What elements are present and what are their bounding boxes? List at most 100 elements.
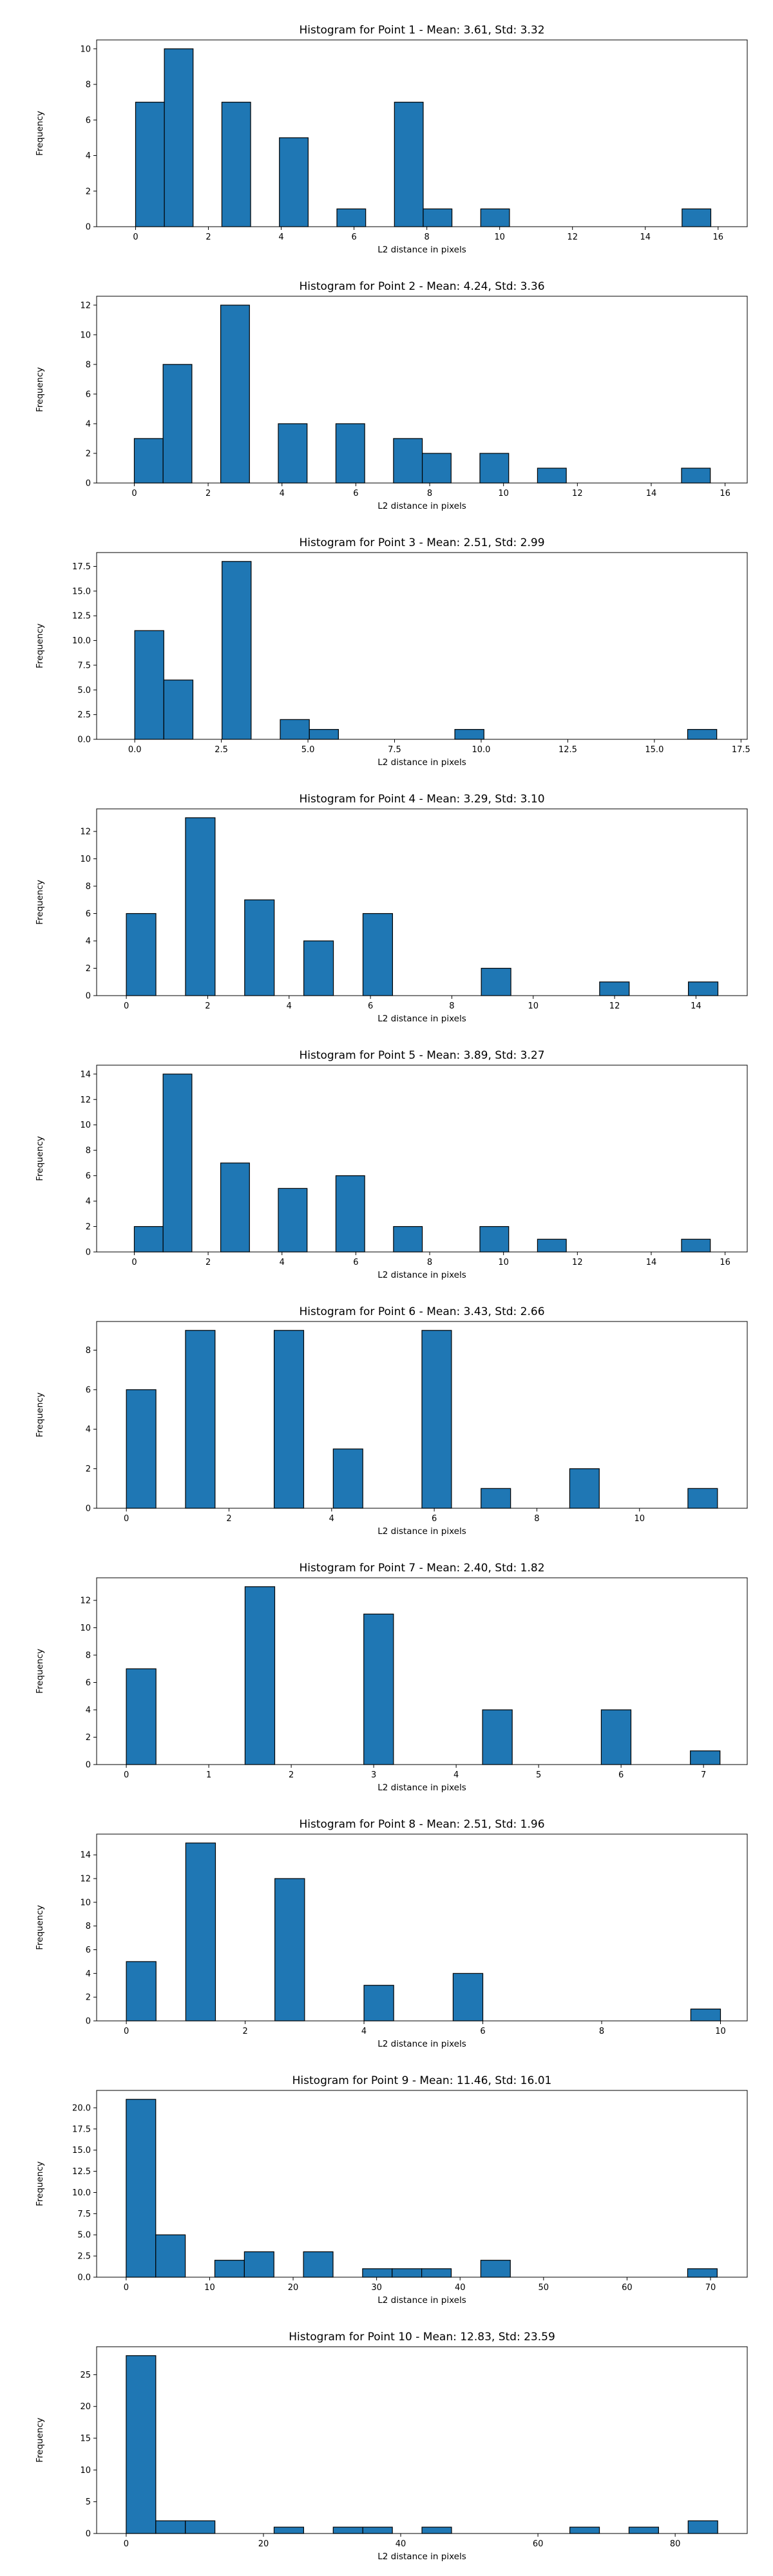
histogram-bar	[479, 1226, 510, 1253]
y-tick-label: 6	[86, 116, 91, 126]
x-tick-label: 14	[640, 232, 651, 242]
y-tick-label: 2	[86, 187, 91, 196]
histogram-bar	[454, 729, 484, 740]
x-tick-label: 0	[131, 489, 137, 498]
histogram-bar	[681, 1238, 711, 1253]
histogram-bar	[393, 1226, 423, 1253]
x-tick-label: 0	[124, 1770, 129, 1780]
x-tick-label: 8	[449, 1001, 454, 1011]
histogram-panel: Histogram for Point 5 - Mean: 3.89, Std:…	[35, 1049, 748, 1280]
histogram-bar	[335, 1175, 365, 1253]
x-tick-label: 0.0	[128, 745, 142, 755]
histogram-bar	[421, 1330, 452, 1509]
y-tick-label: 2	[86, 1733, 91, 1743]
histogram-bar	[133, 1226, 164, 1253]
histogram-bar	[185, 2520, 216, 2534]
x-axis-label: L2 distance in pixels	[377, 1783, 466, 1793]
histogram-bar	[480, 2260, 511, 2278]
y-tick-label: 8	[86, 360, 91, 370]
y-tick-label: 0	[86, 1504, 91, 1514]
y-tick-label: 17.5	[72, 562, 91, 572]
x-axis-label: L2 distance in pixels	[377, 2295, 466, 2306]
y-axis-label: Frequency	[35, 2161, 45, 2206]
histogram-panel: Histogram for Point 6 - Mean: 3.43, Std:…	[35, 1305, 748, 1537]
axes-frame	[96, 1065, 748, 1253]
x-tick-label: 10	[715, 2027, 726, 2036]
x-tick-label: 0	[124, 2539, 129, 2549]
histogram-bar	[690, 1750, 721, 1765]
y-tick-label: 4	[86, 937, 91, 947]
histogram-bar	[162, 364, 193, 484]
y-tick-label: 8	[86, 1146, 91, 1156]
x-tick-label: 50	[539, 2283, 549, 2293]
x-tick-label: 6	[353, 489, 358, 498]
x-tick-label: 0	[124, 2283, 129, 2293]
x-tick-label: 14	[646, 489, 657, 498]
x-tick-label: 4	[329, 1514, 334, 1524]
x-tick-label: 8	[424, 232, 429, 242]
x-tick-label: 10	[204, 2283, 215, 2293]
y-tick-label: 14	[80, 1851, 91, 1861]
y-tick-label: 0	[86, 2530, 91, 2539]
chart-title: Histogram for Point 6 - Mean: 3.43, Std:…	[299, 1305, 544, 1318]
x-tick-label: 2.5	[215, 745, 228, 755]
histogram-bar	[687, 2268, 718, 2278]
x-tick-label: 16	[720, 489, 730, 498]
y-tick-label: 4	[86, 151, 91, 161]
x-tick-label: 12	[567, 232, 578, 242]
histogram-bar	[569, 1468, 600, 1509]
x-tick-label: 6	[432, 1514, 437, 1524]
histogram-bar	[243, 2251, 274, 2278]
histogram-bar	[687, 1488, 718, 1509]
histogram-bar	[569, 2526, 600, 2534]
x-tick-label: 12	[609, 1001, 620, 1011]
x-tick-label: 10	[528, 1001, 539, 1011]
chart-title: Histogram for Point 3 - Mean: 2.51, Std:…	[299, 536, 544, 549]
histogram-bar	[480, 208, 510, 227]
axes-frame	[96, 2090, 748, 2278]
histogram-bar	[687, 729, 718, 740]
histogram-bar	[273, 2526, 304, 2534]
y-tick-label: 20.0	[72, 2103, 91, 2113]
axes-frame	[96, 1577, 748, 1765]
histogram-bar	[423, 208, 453, 227]
histogram-bar	[363, 1985, 394, 2022]
x-tick-label: 2	[205, 232, 211, 242]
histogram-panel: Histogram for Point 2 - Mean: 4.24, Std:…	[35, 280, 748, 511]
y-tick-label: 25	[80, 2371, 91, 2380]
x-axis-label: L2 distance in pixels	[377, 2039, 466, 2049]
histogram-panel: Histogram for Point 7 - Mean: 2.40, Std:…	[35, 1562, 748, 1793]
x-axis-label: L2 distance in pixels	[377, 245, 466, 255]
x-tick-label: 20	[258, 2539, 269, 2549]
histogram-bar	[688, 981, 719, 996]
x-axis-label: L2 distance in pixels	[377, 1270, 466, 1280]
y-tick-label: 10	[80, 1898, 91, 1908]
histogram-bar	[274, 1878, 305, 2022]
histogram-bar	[600, 1709, 632, 1765]
x-axis-label: L2 distance in pixels	[377, 1526, 466, 1537]
x-tick-label: 0	[131, 1258, 137, 1267]
histogram-bar	[278, 423, 308, 484]
histogram-bar	[155, 2234, 186, 2278]
y-tick-label: 15.0	[72, 587, 91, 596]
y-tick-label: 2	[86, 449, 91, 459]
histogram-bar	[155, 2520, 186, 2534]
histogram-bar	[221, 102, 251, 227]
histogram-bar	[628, 2526, 659, 2534]
histogram-bar	[452, 1973, 484, 2022]
histogram-bar	[537, 468, 567, 484]
y-axis-label: Frequency	[35, 111, 45, 156]
y-tick-label: 10	[80, 44, 91, 54]
x-axis-label: L2 distance in pixels	[377, 1014, 466, 1024]
x-tick-label: 6	[618, 1770, 624, 1780]
y-tick-label: 6	[86, 909, 91, 919]
x-tick-label: 1	[206, 1770, 211, 1780]
y-tick-label: 4	[86, 1706, 91, 1716]
y-tick-label: 17.5	[72, 2125, 91, 2134]
y-tick-label: 10	[80, 1121, 91, 1130]
y-tick-label: 0	[86, 479, 91, 489]
x-tick-label: 4	[361, 2027, 367, 2036]
x-tick-label: 5.0	[301, 745, 315, 755]
x-tick-label: 16	[713, 232, 724, 242]
y-tick-label: 10.0	[72, 636, 91, 646]
